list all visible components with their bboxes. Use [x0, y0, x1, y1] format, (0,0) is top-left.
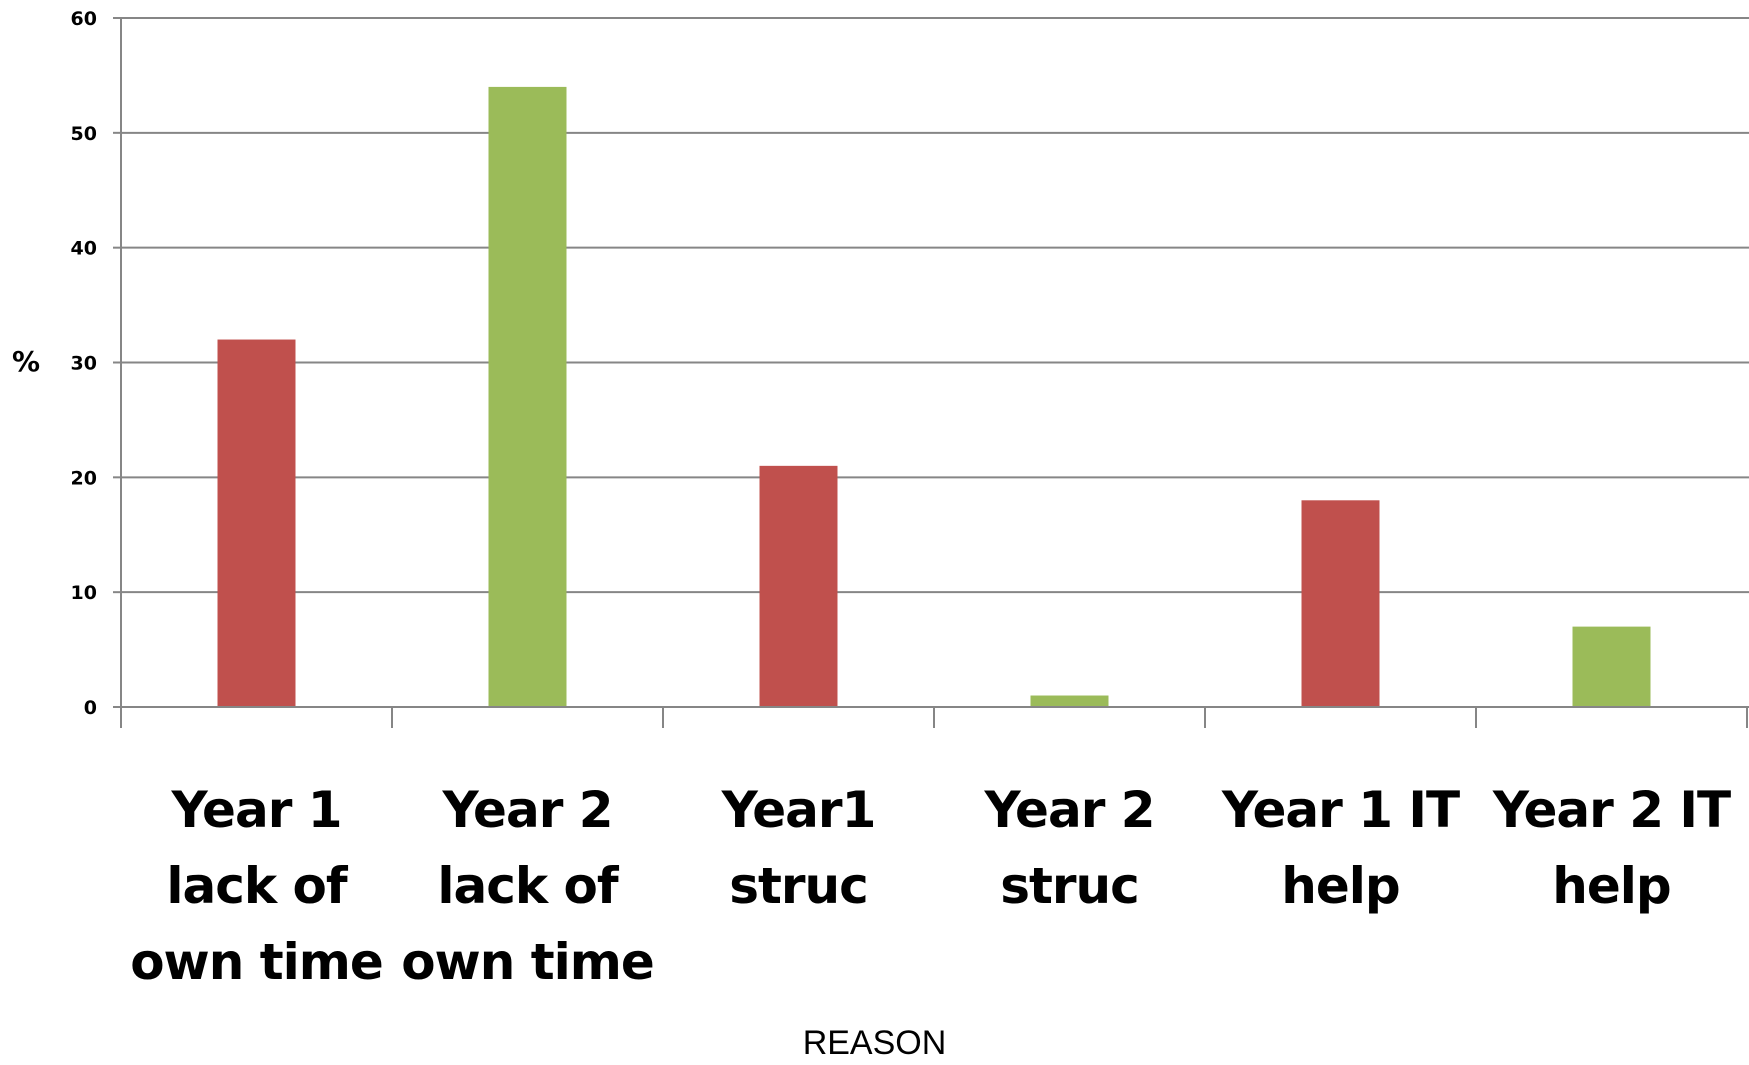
x-tick-label-line: Year 1	[171, 781, 342, 839]
x-tick-label-line: struc	[729, 857, 869, 915]
bar	[217, 339, 296, 707]
x-tick-label-line: Year 1 IT	[1221, 781, 1460, 839]
x-tick-label-line: Year 2	[984, 781, 1155, 839]
y-tick-label: 20	[71, 467, 97, 489]
y-tick-label: 0	[84, 697, 97, 719]
x-tick-label: Year 2 IT help	[1477, 772, 1747, 924]
y-tick-label: 30	[71, 353, 97, 375]
bar	[1301, 500, 1380, 707]
x-tick-label: Year 2 lack of own time	[393, 772, 663, 1000]
x-tick-label-line: Year1	[721, 781, 877, 839]
bar	[1030, 695, 1109, 707]
y-tick-label: 60	[71, 8, 97, 30]
bar	[488, 86, 567, 707]
y-tick-label: 40	[71, 238, 97, 260]
x-tick-label: Year 2 struc	[935, 772, 1205, 924]
x-tick-label-line: Year 2	[442, 781, 613, 839]
x-tick-label: Year 1 lack of own time	[122, 772, 392, 1000]
x-tick-label-line: struc	[1000, 857, 1140, 915]
bar	[759, 465, 838, 707]
x-tick-label-line: Year 2 IT	[1492, 781, 1731, 839]
x-tick-label-line: own time	[401, 933, 655, 991]
y-axis-label: %	[12, 345, 41, 378]
bar	[1572, 626, 1651, 707]
x-tick-label: Year1 struc	[664, 772, 934, 924]
axes	[113, 17, 1749, 728]
x-tick-label-line: lack of	[437, 857, 618, 915]
y-axis-ticks: 0 10 20 30 40 50 60	[71, 8, 97, 719]
x-tick-label-line: own time	[130, 933, 384, 991]
x-tick-label: Year 1 IT help	[1206, 772, 1476, 924]
x-axis-label: REASON	[802, 1024, 947, 1062]
gridlines	[121, 17, 1749, 594]
y-tick-label: 10	[71, 582, 97, 604]
x-tick-label-line: help	[1281, 857, 1400, 915]
y-tick-label: 50	[71, 123, 97, 145]
bars	[217, 86, 1651, 707]
x-tick-label-line: lack of	[166, 857, 347, 915]
x-tick-label-line: help	[1552, 857, 1671, 915]
